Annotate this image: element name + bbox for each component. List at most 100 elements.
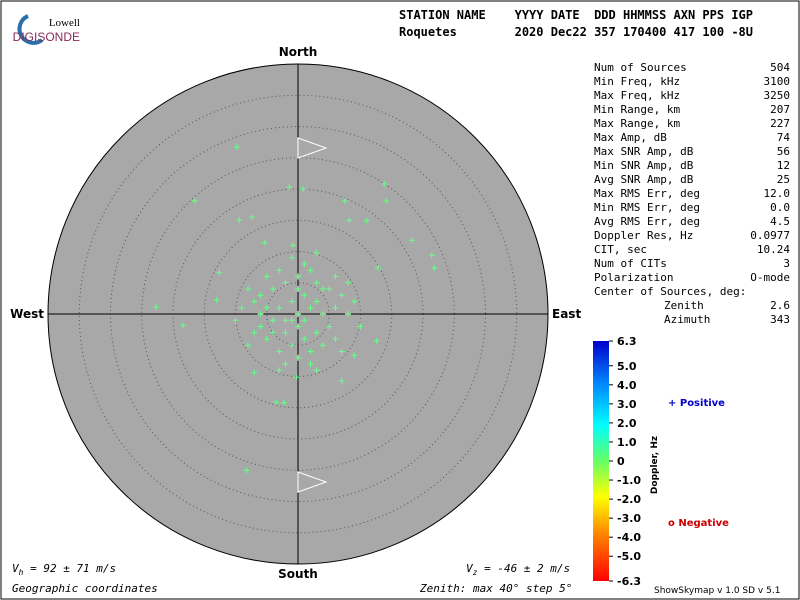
source-point xyxy=(282,317,289,324)
source-point xyxy=(295,354,301,361)
source-point xyxy=(248,214,255,221)
source-point xyxy=(351,352,358,359)
source-point xyxy=(338,348,345,355)
stat-value: 25 xyxy=(777,173,790,186)
source-point xyxy=(320,342,326,349)
source-point xyxy=(282,329,289,336)
stat-value: 343 xyxy=(770,313,790,326)
source-point xyxy=(332,336,339,342)
source-point xyxy=(238,304,245,311)
source-point xyxy=(236,217,243,224)
stat-label: Zenith xyxy=(664,299,704,312)
stat-label: Num of Sources xyxy=(594,61,687,74)
stat-label: Avg RMS Err, deg xyxy=(594,215,700,228)
stat-label: Max Freq, kHz xyxy=(594,89,680,102)
source-point xyxy=(257,311,264,317)
source-point xyxy=(270,329,276,336)
stat-label: Max Range, km xyxy=(594,117,680,130)
source-point xyxy=(301,317,308,324)
source-point xyxy=(326,286,333,292)
source-point xyxy=(270,317,276,324)
source-point xyxy=(300,186,306,192)
source-point xyxy=(281,399,288,406)
logo-arc xyxy=(17,14,44,45)
source-point xyxy=(288,298,295,305)
source-point xyxy=(341,197,348,204)
source-point xyxy=(233,144,240,151)
stat-label: Doppler Res, Hz xyxy=(594,229,693,242)
source-point xyxy=(408,237,415,244)
source-point xyxy=(383,197,390,204)
source-point xyxy=(276,267,283,274)
stat-label: Avg SNR Amp, dB xyxy=(594,173,694,186)
stat-label: Min SNR Amp, dB xyxy=(594,159,694,172)
source-point xyxy=(290,242,296,249)
stat-label: Min Freq, kHz xyxy=(594,75,680,88)
source-point xyxy=(373,337,380,344)
colorbar-tick-label: 3.0 xyxy=(617,398,637,411)
source-point xyxy=(288,317,295,324)
source-point xyxy=(263,336,270,342)
direction: West xyxy=(10,307,44,321)
stat-value: 207 xyxy=(770,103,790,116)
source-point xyxy=(270,286,276,292)
stat-label: Min Range, km xyxy=(594,103,680,116)
source-point xyxy=(288,342,295,349)
source-point xyxy=(293,374,300,381)
colorbar-tick-label: 1.0 xyxy=(617,436,637,449)
source-point xyxy=(295,311,301,317)
center-title: Center of Sources, deg: xyxy=(594,285,746,298)
source-point xyxy=(313,279,320,286)
source-point xyxy=(261,239,268,246)
source-point xyxy=(191,197,198,204)
stat-value: 56 xyxy=(777,145,790,158)
source-point xyxy=(320,286,326,292)
source-point xyxy=(338,292,345,299)
stat-label: CIT, sec xyxy=(594,243,647,256)
source-point xyxy=(282,361,289,367)
coords: Geographic coordinates xyxy=(12,582,158,595)
source-point xyxy=(263,273,270,280)
stat-label: Max Amp, dB xyxy=(594,131,667,144)
stat-label: Num of CITs xyxy=(594,257,667,270)
colorbar xyxy=(593,341,609,581)
logo-bottom: DIGISONDE xyxy=(13,30,80,44)
source-point xyxy=(431,264,438,271)
source-point xyxy=(295,323,301,330)
stat-value: 12 xyxy=(777,159,790,172)
source-point xyxy=(332,304,339,311)
source-point xyxy=(295,273,301,280)
source-point xyxy=(326,323,333,330)
source-point xyxy=(351,298,358,305)
source-point xyxy=(251,298,258,305)
stat-value: 0.0 xyxy=(770,201,790,214)
logo-top: Lowell xyxy=(49,17,80,29)
colorbar-tick-label: -1.0 xyxy=(617,474,641,487)
stat-value: 504 xyxy=(770,61,790,74)
source-point xyxy=(301,292,308,299)
source-point xyxy=(363,217,370,224)
stat-value: 227 xyxy=(770,117,790,130)
stat-label: Azimuth xyxy=(664,313,710,326)
vz: Vz = -46 ± 2 m/s xyxy=(466,562,570,577)
source-point xyxy=(276,367,283,374)
source-point xyxy=(288,254,295,261)
colorbar-tick-label: -2.0 xyxy=(617,493,641,506)
colorbar-tick-label: -4.0 xyxy=(617,531,641,544)
source-point xyxy=(313,298,320,305)
source-point xyxy=(245,342,251,349)
source-point xyxy=(313,329,320,336)
colorbar-tick-label: 6.3 xyxy=(617,335,637,348)
source-point xyxy=(313,367,320,374)
stat-label: Max SNR Amp, dB xyxy=(594,145,694,158)
source-point xyxy=(263,304,270,311)
source-point xyxy=(346,217,353,224)
stat-value: 2.6 xyxy=(770,299,790,312)
source-point xyxy=(245,286,251,292)
colorbar-tick-label: 2.0 xyxy=(617,417,637,430)
legend-positive: + Positive xyxy=(668,398,725,409)
source-point xyxy=(338,377,345,384)
